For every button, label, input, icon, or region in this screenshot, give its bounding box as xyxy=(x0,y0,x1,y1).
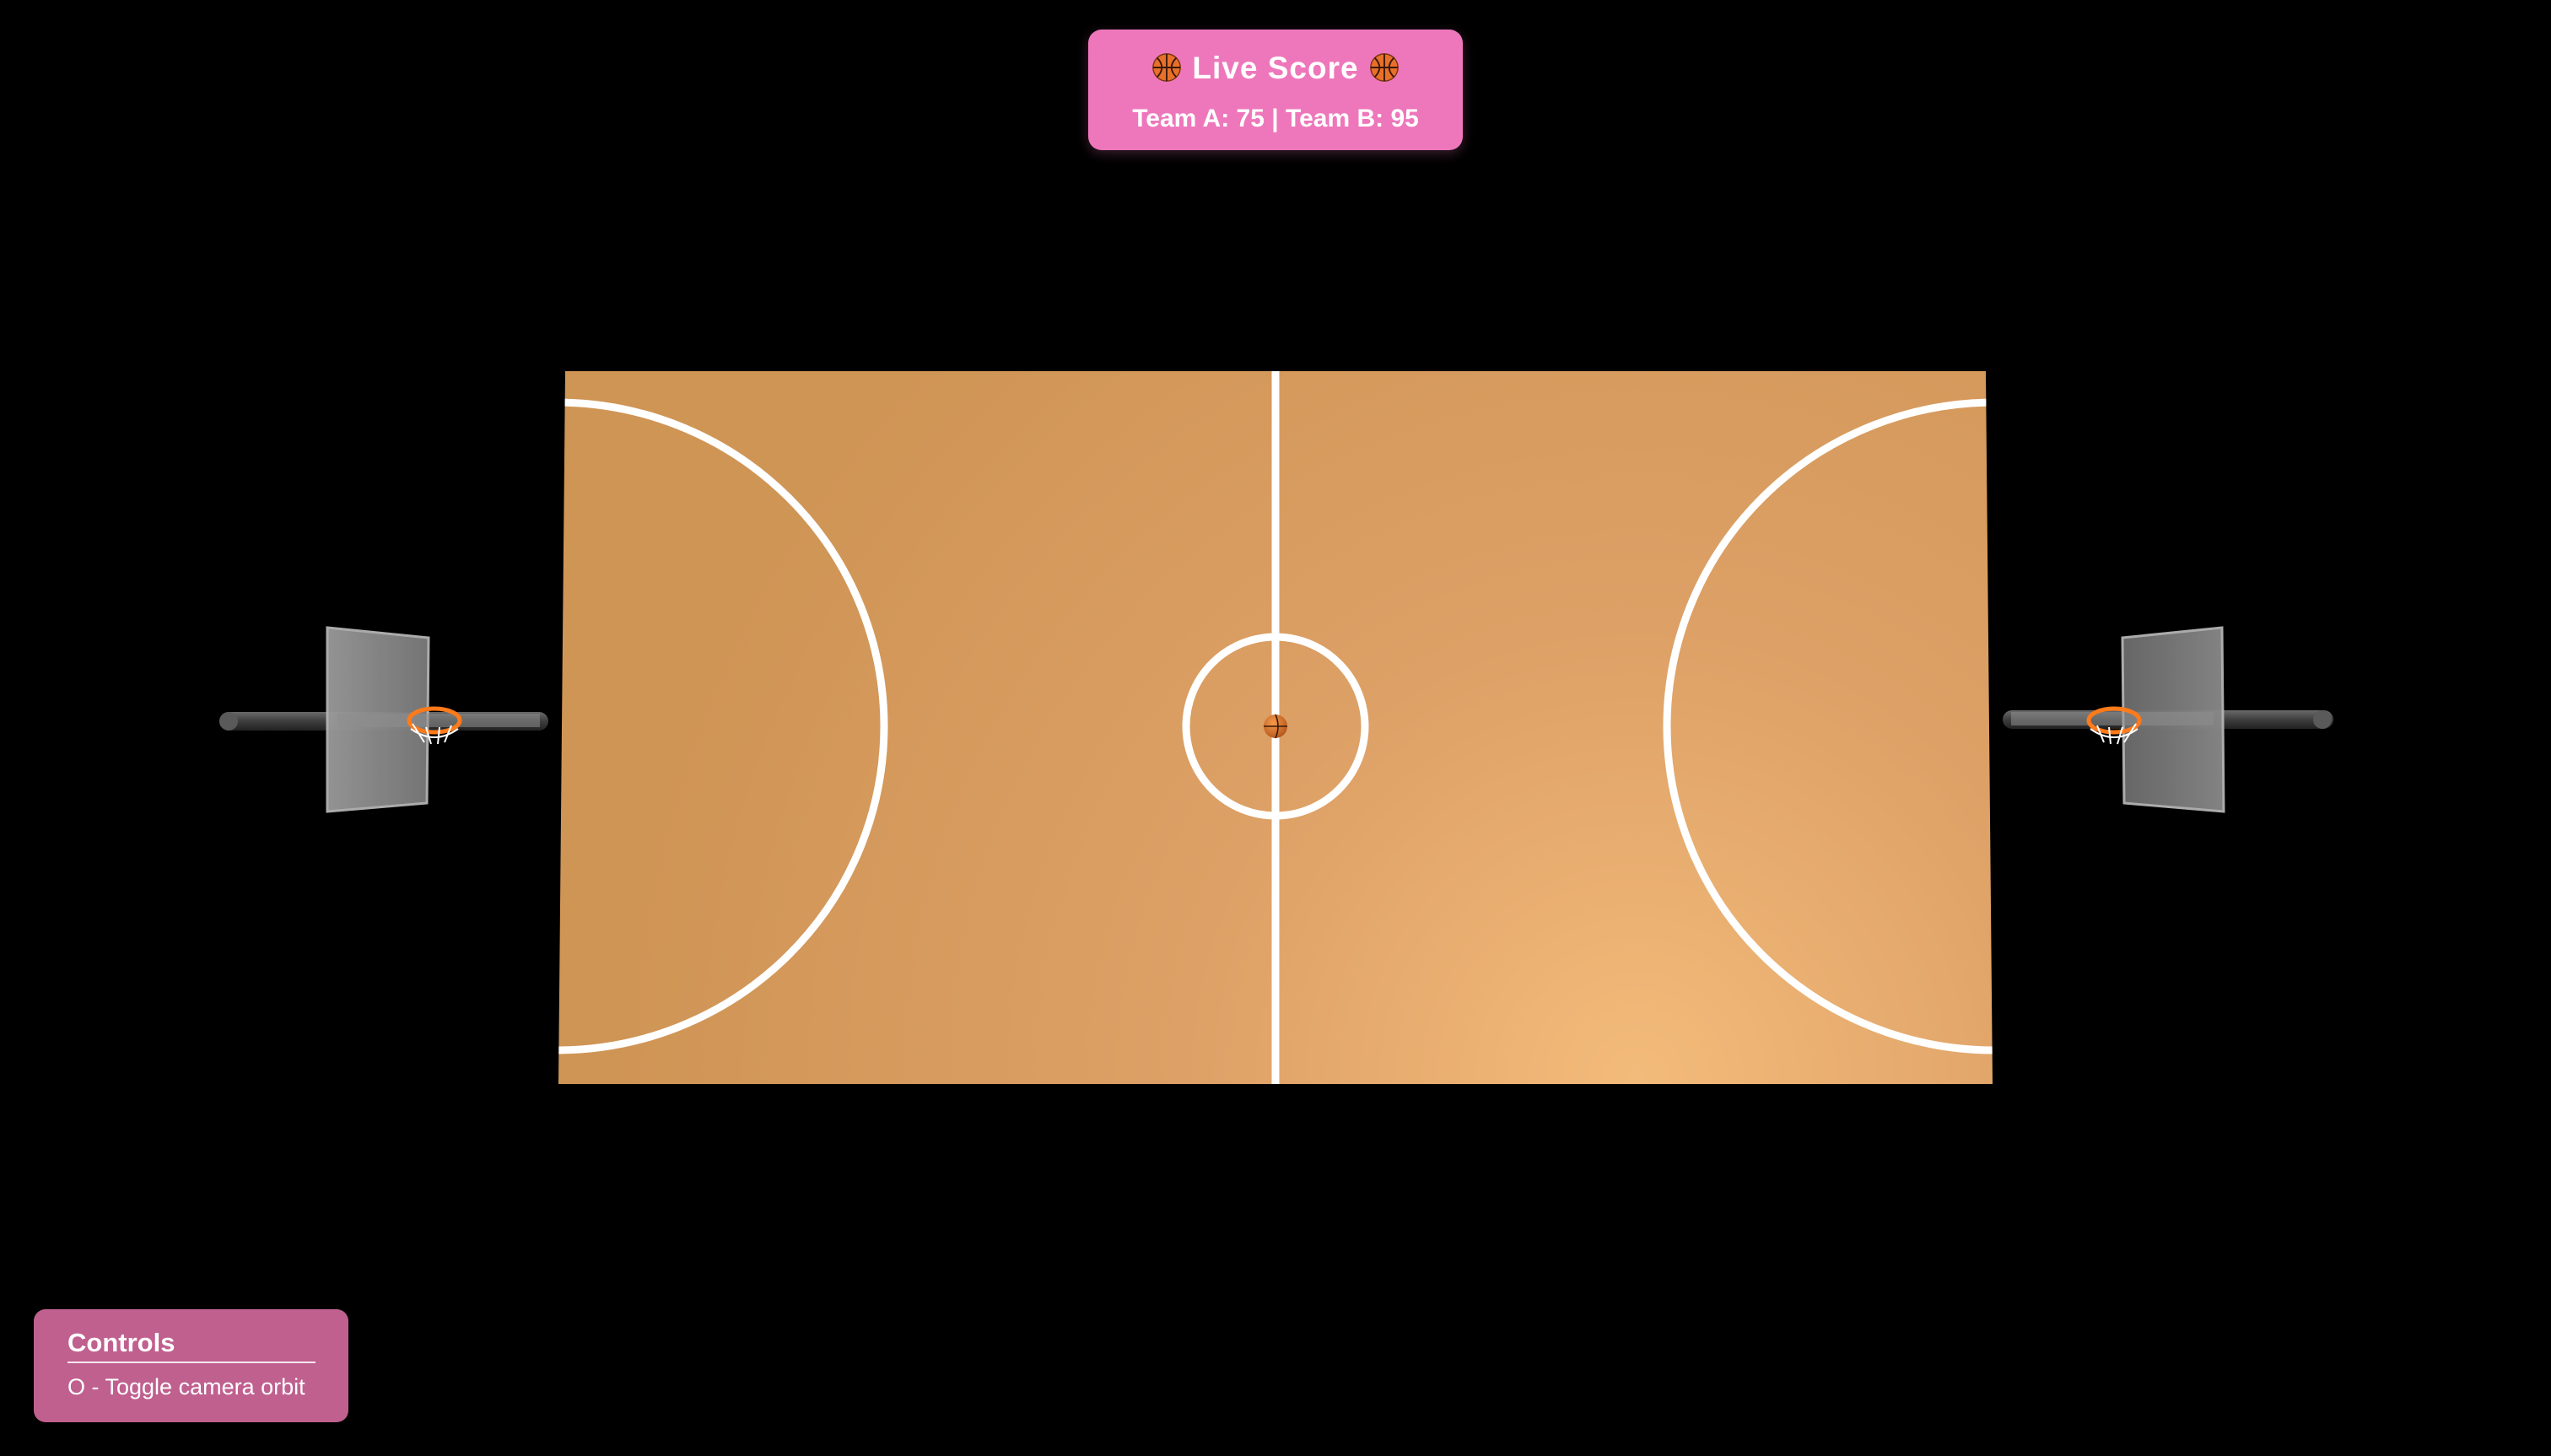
basketball[interactable] xyxy=(1264,714,1287,739)
live-score-title: Live Score xyxy=(1088,50,1463,87)
left-hoop xyxy=(219,626,548,813)
score-line: Team A: 75 | Team B: 95 xyxy=(1132,105,1419,132)
basketball-icon xyxy=(1369,53,1399,82)
right-hoop xyxy=(2003,626,2333,813)
controls-title: Controls xyxy=(67,1328,175,1357)
controls-panel: Controls O - Toggle camera orbit xyxy=(34,1309,348,1422)
basketball-icon xyxy=(1152,53,1182,82)
left-three-point-arc xyxy=(558,398,888,1054)
right-three-point-arc xyxy=(1663,398,1993,1054)
control-toggle-orbit: O - Toggle camera orbit xyxy=(67,1374,305,1399)
right-rim xyxy=(2086,706,2142,745)
controls-divider xyxy=(67,1362,316,1363)
live-score-panel: Live Score Team A: 75 | Team B: 95 xyxy=(1088,30,1463,150)
center-circle xyxy=(1182,633,1369,820)
live-score-title-text: Live Score xyxy=(1192,51,1359,85)
left-rim xyxy=(407,706,462,745)
